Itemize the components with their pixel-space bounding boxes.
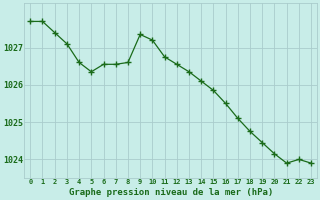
X-axis label: Graphe pression niveau de la mer (hPa): Graphe pression niveau de la mer (hPa): [68, 188, 273, 197]
